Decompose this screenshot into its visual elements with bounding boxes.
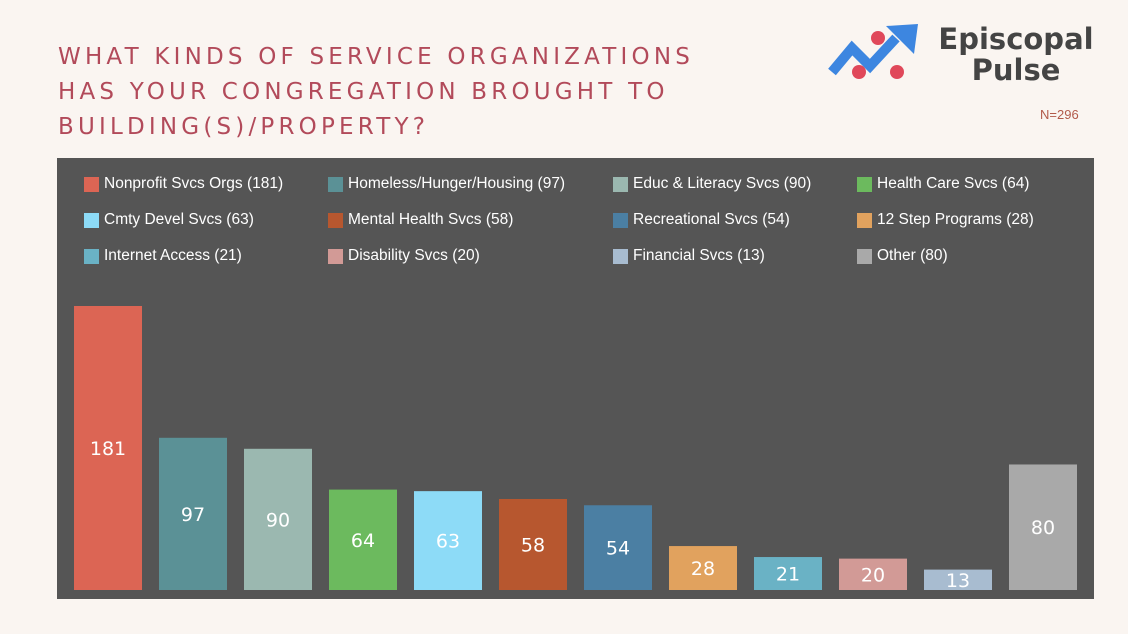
chart-title: WHAT KINDS OF SERVICE ORGANIZATIONS HAS …: [58, 40, 778, 145]
bar: [669, 546, 737, 590]
legend-swatch: [328, 248, 343, 264]
chart-panel: Nonprofit Svcs Orgs (181) Homeless/Hunger…: [57, 158, 1094, 599]
title-line: BUILDING(S)/PROPERTY?: [58, 114, 430, 140]
legend-swatch: [84, 248, 99, 264]
bar: [414, 491, 482, 590]
sample-size: N=296: [1040, 107, 1079, 122]
legend-item: Mental Health Svcs (58): [328, 210, 513, 230]
data-label: 13: [946, 570, 970, 592]
legend-label: Mental Health Svcs (58): [348, 211, 514, 228]
legend-item: Financial Svcs (13): [613, 246, 765, 266]
legend-item: Internet Access (21): [84, 246, 242, 266]
legend-label: Nonprofit Svcs Orgs (181): [104, 175, 284, 192]
legend-swatch: [857, 212, 872, 228]
data-label: 21: [776, 564, 800, 586]
legend-label: Educ & Literacy Svcs (90): [633, 175, 812, 192]
legend-item: Cmty Devel Svcs (63): [84, 210, 254, 230]
data-label: 54: [606, 538, 630, 560]
brand-line-2: Pulse: [971, 53, 1061, 87]
legend-label: Homeless/Hunger/Housing (97): [348, 175, 566, 192]
legend-label: Recreational Svcs (54): [633, 211, 790, 228]
legend-swatch: [328, 176, 343, 192]
bar: [499, 498, 567, 590]
title-line: HAS YOUR CONGREGATION BROUGHT TO: [58, 79, 669, 105]
bar: [329, 489, 397, 590]
legend-swatch: [857, 176, 872, 192]
legend-label: 12 Step Programs (28): [877, 211, 1034, 228]
legend-swatch: [84, 176, 99, 192]
legend-swatch: [84, 212, 99, 228]
legend-label: Internet Access (21): [104, 247, 242, 264]
data-label: 80: [1031, 517, 1055, 539]
legend-item: Recreational Svcs (54): [613, 210, 790, 230]
brand-line-1: Episcopal: [938, 22, 1094, 56]
data-label: 58: [521, 534, 545, 556]
brand-name: Episcopal Pulse: [936, 24, 1096, 86]
data-label: 181: [90, 438, 126, 460]
legend-swatch: [613, 176, 628, 192]
legend-label: Disability Svcs (20): [348, 247, 480, 264]
data-label: 28: [691, 558, 715, 580]
bar-plot: 181 97 90 64 63 58 54 28 21 20 13 80: [74, 306, 1077, 592]
legend-swatch: [328, 212, 343, 228]
legend-item: Other (80): [857, 246, 948, 266]
data-label: 97: [181, 504, 205, 526]
legend-swatch: [613, 212, 628, 228]
bar: [839, 558, 907, 590]
legend-swatch: [857, 248, 872, 264]
bar: [584, 505, 652, 590]
trend-up-arrow-icon: [828, 24, 918, 79]
bar: [244, 448, 312, 590]
legend-item: 12 Step Programs (28): [857, 210, 1034, 230]
episcopal-pulse-logo: Episcopal Pulse: [826, 22, 1096, 92]
legend-item: Homeless/Hunger/Housing (97): [328, 174, 565, 194]
bar: [159, 437, 227, 590]
legend-label: Financial Svcs (13): [633, 247, 765, 264]
legend-swatch: [613, 248, 628, 264]
bar: [754, 557, 822, 590]
bar: [924, 569, 992, 590]
data-label: 20: [861, 564, 885, 586]
bar: [74, 306, 142, 590]
bar: [1009, 464, 1077, 590]
data-label: 63: [436, 531, 460, 553]
legend-item: Disability Svcs (20): [328, 246, 480, 266]
legend-label: Other (80): [877, 247, 948, 264]
legend-item: Educ & Literacy Svcs (90): [613, 174, 811, 194]
legend-label: Health Care Svcs (64): [877, 175, 1030, 192]
legend-item: Health Care Svcs (64): [857, 174, 1029, 194]
legend-item: Nonprofit Svcs Orgs (181): [84, 174, 283, 194]
legend-label: Cmty Devel Svcs (63): [104, 211, 254, 228]
data-label: 64: [351, 530, 375, 552]
title-line: WHAT KINDS OF SERVICE ORGANIZATIONS: [58, 44, 695, 70]
data-label: 90: [266, 509, 290, 531]
